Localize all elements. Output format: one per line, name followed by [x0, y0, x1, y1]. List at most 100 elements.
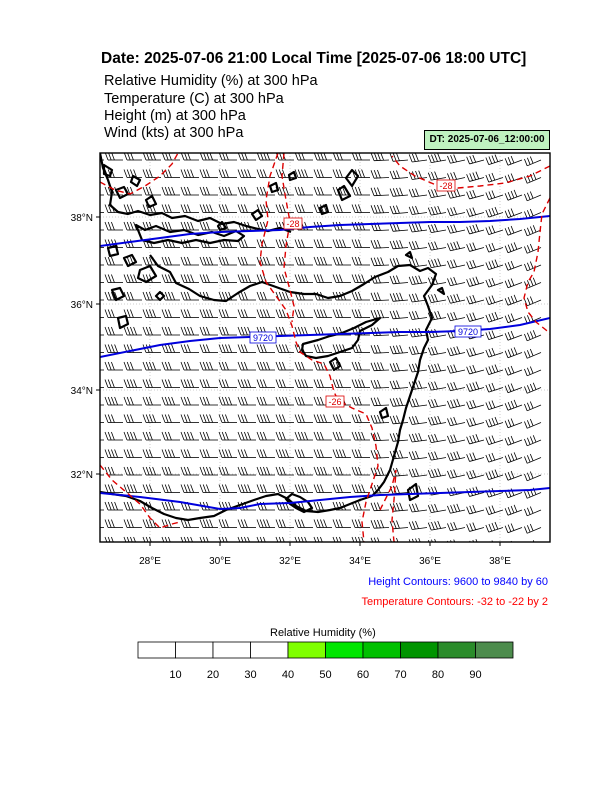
- wind-barb: [218, 256, 237, 266]
- colorbar-tick-label: 30: [244, 669, 256, 681]
- wind-barb: [180, 291, 199, 301]
- height-contour-south: [100, 487, 550, 511]
- wind-barb: [351, 536, 364, 542]
- wind-barb: [161, 361, 180, 371]
- wind-barb: [485, 400, 504, 410]
- wind-barb: [218, 274, 237, 283]
- wind-barb: [180, 396, 199, 406]
- wind-barb: [408, 188, 428, 198]
- svg-text:9720: 9720: [458, 327, 478, 337]
- field-label-temperature: Temperature (C) at 300 hPa: [104, 91, 284, 107]
- wind-barb: [504, 225, 523, 236]
- wind-barb: [100, 352, 104, 353]
- wind-barb: [218, 361, 237, 371]
- wind-barb: [370, 519, 390, 529]
- wind-barb: [504, 242, 523, 254]
- wind-barb: [370, 153, 390, 162]
- wind-barb: [524, 435, 542, 447]
- colorbar-cell: [175, 641, 214, 659]
- wind-barb: [485, 154, 504, 165]
- wind-barb: [218, 431, 237, 441]
- lat-label-36: 36°N: [71, 300, 93, 311]
- wind-barbs: [100, 153, 542, 542]
- wind-barb: [313, 449, 332, 458]
- wind-barb: [351, 484, 370, 493]
- wind-barb: [370, 344, 390, 354]
- wind-barb: [180, 484, 199, 493]
- wind-barb: [199, 484, 218, 493]
- wind-barb: [275, 256, 294, 266]
- wind-barb: [100, 282, 104, 283]
- wind-barb: [104, 379, 123, 388]
- wind-barb: [466, 347, 485, 357]
- colorbar-tick-label: 90: [469, 669, 481, 681]
- wind-barb: [180, 186, 199, 196]
- wind-barb: [123, 291, 142, 301]
- wind-barb: [256, 239, 275, 248]
- wind-barb: [389, 222, 409, 232]
- wind-barb: [142, 309, 161, 318]
- wind-barb: [237, 344, 256, 353]
- wind-barb: [313, 309, 332, 318]
- wind-barb: [313, 256, 332, 266]
- wind-barb: [524, 506, 542, 517]
- wind-barb: [313, 186, 332, 196]
- wind-barb: [351, 379, 370, 388]
- wind-barb: [275, 361, 294, 371]
- wind-barb: [313, 169, 332, 178]
- wind-barb: [408, 240, 428, 250]
- colorbar-cell: [437, 641, 476, 659]
- wind-barb: [180, 204, 199, 213]
- wind-barb: [100, 194, 104, 196]
- wind-barb: [370, 239, 390, 249]
- wind-barb: [466, 399, 485, 410]
- wind-barb: [351, 204, 370, 213]
- wind-barb: [408, 520, 428, 530]
- wind-barb: [485, 416, 504, 428]
- wind-barb: [427, 363, 447, 374]
- wind-barb: [237, 379, 256, 388]
- wind-barb: [466, 207, 485, 217]
- wind-barb: [199, 274, 218, 283]
- wind-barb: [485, 206, 504, 218]
- wind-barb: [332, 379, 351, 388]
- wind-barb: [294, 536, 307, 542]
- wind-barb: [447, 434, 466, 444]
- wind-barb: [123, 536, 136, 542]
- wind-barb: [104, 221, 123, 231]
- wind-barb: [332, 204, 351, 213]
- wind-barb: [256, 169, 275, 178]
- wind-barb: [427, 223, 447, 234]
- wind-barb: [466, 154, 485, 165]
- wind-barb: [466, 381, 485, 392]
- wind-barb: [161, 501, 180, 511]
- wind-barb: [142, 519, 161, 528]
- wind-barb: [237, 449, 256, 458]
- wind-barb: [100, 422, 104, 423]
- lon-label-32: 32°E: [279, 556, 301, 567]
- wind-barb: [180, 449, 199, 458]
- wind-barb: [447, 416, 466, 427]
- wind-barb: [294, 239, 313, 248]
- wind-barb: [161, 396, 180, 406]
- wind-barb: [123, 484, 142, 493]
- wind-barb: [466, 522, 485, 532]
- wind-barb: [123, 414, 142, 423]
- lon-label-30: 30°E: [209, 556, 231, 567]
- wind-barb: [332, 414, 351, 423]
- wind-barb: [294, 466, 313, 476]
- wind-barb: [427, 381, 447, 391]
- wind-barb: [294, 274, 313, 283]
- wind-barb: [389, 362, 409, 372]
- wind-barb: [427, 468, 447, 479]
- wind-barb: [466, 417, 485, 427]
- wind-barb: [104, 361, 123, 371]
- wind-barb: [485, 277, 504, 288]
- wind-barb: [466, 469, 485, 480]
- lat-label-32: 32°N: [71, 470, 93, 481]
- wind-barb: [294, 204, 313, 213]
- wind-barb: [142, 449, 161, 458]
- wind-barb: [524, 487, 542, 499]
- colorbar-cell: [400, 641, 439, 659]
- wind-barb: [427, 258, 447, 269]
